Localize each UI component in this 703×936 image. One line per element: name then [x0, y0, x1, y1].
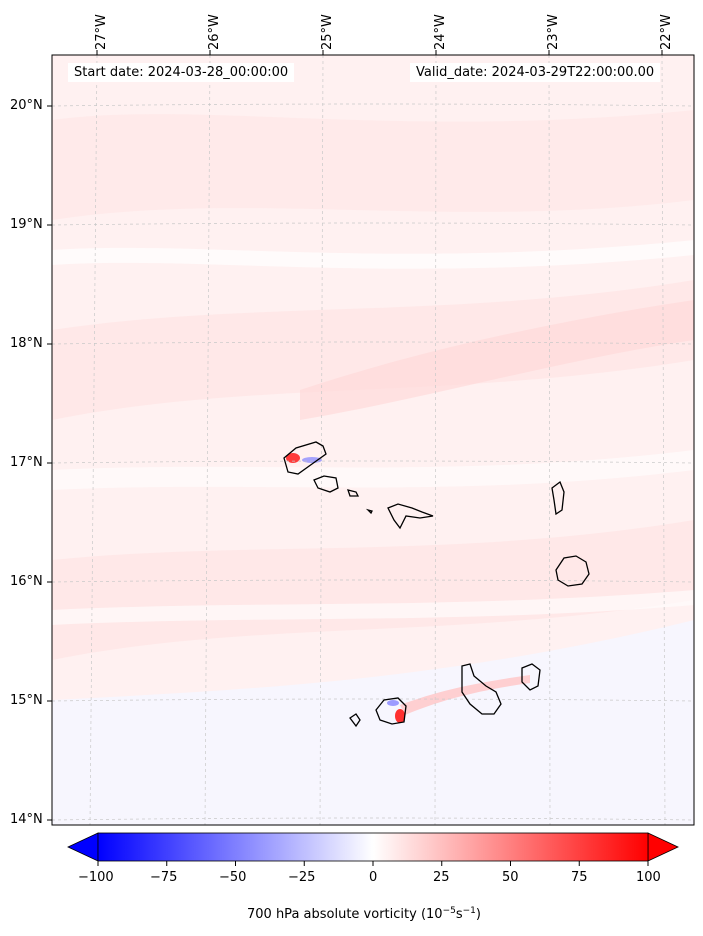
island-santiago	[461, 663, 502, 715]
island-boa-vista	[555, 555, 590, 587]
colorbar	[67, 832, 679, 866]
lon-tick-label: 26°W	[207, 14, 222, 50]
island-sao-vicente	[313, 475, 339, 493]
lat-tick-label: 20°N	[10, 98, 43, 113]
graticule	[51, 54, 695, 826]
colorbar-title-exp2: −1	[462, 906, 476, 916]
lon-tick-label: 24°W	[433, 14, 448, 50]
island-sal	[551, 480, 565, 516]
colorbar-tick-label: 75	[571, 870, 588, 885]
island-sao-nicolau	[387, 503, 434, 530]
lat-tick-label: 14°N	[10, 812, 43, 827]
colorbar-title-close: )	[475, 907, 481, 922]
colorbar-title-exp1: −5	[442, 906, 456, 916]
lat-tick-label: 18°N	[10, 336, 43, 351]
lon-tick-label: 25°W	[320, 14, 335, 50]
lon-tick-label: 27°W	[94, 14, 109, 50]
island-maio	[521, 663, 541, 691]
colorbar-title: 700 hPa absolute vorticity (10−5s−1)	[247, 906, 481, 922]
colorbar-tick-label: −75	[150, 870, 178, 885]
lat-tick-label: 16°N	[10, 574, 43, 589]
island-branco	[365, 508, 373, 515]
colorbar-tick-label: −100	[78, 870, 114, 885]
lon-tick-label: 22°W	[659, 14, 674, 50]
colorbar-tick-label: −50	[219, 870, 247, 885]
colorbar-title-mid: s	[455, 907, 463, 922]
lon-tick-label: 23°W	[546, 14, 561, 50]
valid-date-label: Valid_date: 2024-03-29T22:00:00.00	[410, 63, 661, 82]
colorbar-tick-label: 100	[636, 870, 661, 885]
island-fogo	[375, 697, 407, 725]
lat-tick-label: 19°N	[10, 217, 43, 232]
map-frame	[51, 54, 695, 826]
colorbar-tick-label: 0	[369, 870, 378, 885]
colorbar-title-main: 700 hPa absolute vorticity (10	[247, 907, 443, 922]
island-brava	[349, 713, 361, 728]
island-santo-antao	[283, 441, 327, 475]
lat-tick-label: 17°N	[10, 455, 43, 470]
colorbar-tick-label: 50	[502, 870, 519, 885]
island-outlines	[283, 441, 590, 728]
colorbar-tick-label: −25	[288, 870, 316, 885]
island-santa-luzia	[347, 489, 360, 497]
vorticity-field	[52, 55, 694, 825]
colorbar-tick-label: 25	[433, 870, 450, 885]
start-date-label: Start date: 2024-03-28_00:00:00	[68, 63, 295, 82]
lat-tick-label: 15°N	[10, 693, 43, 708]
